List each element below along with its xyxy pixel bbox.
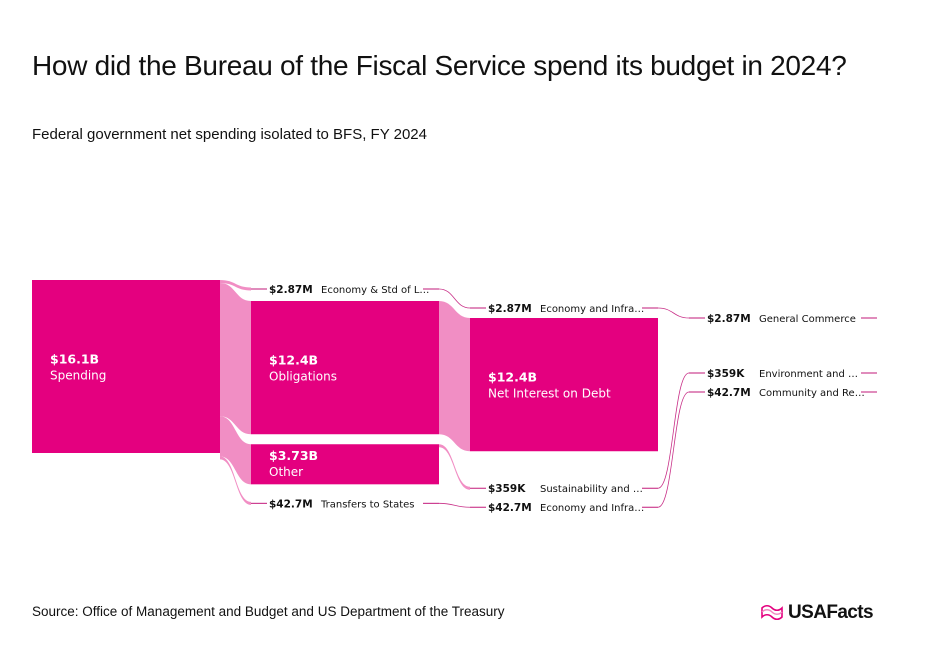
link-spending-transfers [220, 456, 251, 505]
node-label-econ_infra_1: Economy and Infra… [540, 304, 644, 315]
node-label-obligations: Obligations [269, 370, 337, 384]
node-value-econ_infra_1: $2.87M [488, 303, 532, 315]
link-econ_std-econ_infra_1 [438, 288, 471, 309]
node-label-net_interest: Net Interest on Debt [488, 387, 611, 401]
node-value-spending: $16.1B [50, 352, 99, 367]
node-value-community: $42.7M [707, 387, 751, 399]
node-econ_infra_1: $2.87M Economy and Infra… [470, 303, 658, 315]
node-label-community: Community and Re… [759, 388, 865, 399]
node-label-sustain: Sustainability and … [540, 484, 643, 495]
link-econ_infra_1-gen_commerce [657, 307, 690, 319]
node-bar-obligations [251, 301, 439, 435]
node-spending: $16.1B Spending [32, 280, 220, 453]
link-spending-other [220, 416, 251, 485]
node-label-other: Other [269, 465, 303, 479]
node-gen_commerce: $2.87M General Commerce [689, 313, 877, 325]
chart-title: How did the Bureau of the Fiscal Service… [32, 50, 847, 81]
source-note: Source: Office of Management and Budget … [32, 604, 505, 619]
link-other-sustain [439, 444, 470, 490]
node-bar-net_interest [470, 318, 658, 452]
node-econ_std: $2.87M Economy & Std of L… [251, 284, 439, 296]
node-value-sustain: $359K [488, 483, 526, 495]
link-spending-obligations [220, 283, 251, 435]
node-value-net_interest: $12.4B [488, 370, 537, 385]
node-value-transfers: $42.7M [269, 498, 313, 510]
node-value-other: $3.73B [269, 448, 318, 463]
node-label-environment: Environment and … [759, 369, 858, 380]
node-value-obligations: $12.4B [269, 353, 318, 368]
node-obligations: $12.4B Obligations [251, 301, 439, 435]
node-label-econ_std: Economy & Std of L… [321, 285, 429, 296]
usafacts-flag-icon [761, 604, 783, 621]
node-other: $3.73B Other [251, 444, 439, 485]
link-obligations-net_interest [439, 301, 470, 452]
node-value-econ_infra_2: $42.7M [488, 502, 532, 514]
node-net_interest: $12.4B Net Interest on Debt [470, 318, 658, 452]
node-bar-other [251, 444, 439, 485]
node-sustain: $359K Sustainability and … [470, 483, 658, 495]
node-econ_infra_2: $42.7M Economy and Infra… [470, 502, 658, 514]
node-label-transfers: Transfers to States [320, 499, 415, 510]
node-value-gen_commerce: $2.87M [707, 313, 751, 325]
node-label-spending: Spending [50, 369, 106, 383]
node-label-gen_commerce: General Commerce [759, 314, 856, 325]
link-sustain-environment [657, 372, 690, 489]
link-transfers-econ_infra_2 [438, 502, 471, 508]
node-environment: $359K Environment and … [689, 368, 877, 380]
node-value-econ_std: $2.87M [269, 284, 313, 296]
chart-subtitle: Federal government net spending isolated… [32, 126, 427, 143]
node-community: $42.7M Community and Re… [689, 387, 877, 399]
link-spending-econ_std [220, 280, 251, 291]
usafacts-logo: USAFacts [760, 601, 874, 625]
link-econ_infra_2-community [657, 391, 690, 508]
node-transfers: $42.7M Transfers to States [251, 498, 439, 510]
brand-name: USAFacts [788, 602, 874, 623]
node-label-econ_infra_2: Economy and Infra… [540, 503, 644, 514]
sankey-links [220, 280, 690, 508]
node-value-environment: $359K [707, 368, 745, 380]
node-bar-spending [32, 280, 220, 453]
